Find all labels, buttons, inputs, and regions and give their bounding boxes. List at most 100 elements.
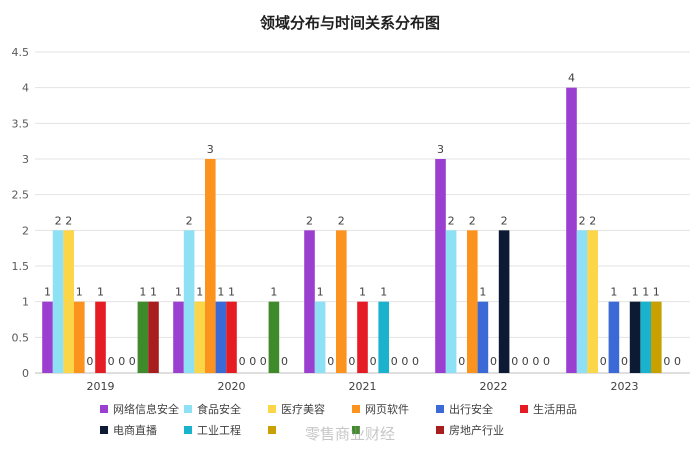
y-tick-label: 2.5: [12, 189, 30, 202]
legend-label: 生活用品: [533, 402, 577, 416]
bar: [52, 230, 64, 373]
bar: [445, 230, 457, 373]
y-tick-label: 0: [22, 367, 29, 380]
bar: [304, 230, 315, 373]
data-label: 0: [281, 355, 288, 368]
bar: [640, 301, 651, 373]
y-axis-ticks: 0 0.5 1 1.5 2 2.5 3 3.5 4 4.5: [12, 46, 30, 380]
bar: [173, 301, 184, 373]
y-tick-label: 4: [22, 82, 29, 95]
bar: [576, 230, 588, 373]
data-label: 0: [621, 355, 628, 368]
data-label: 0: [412, 355, 419, 368]
data-label: 2: [338, 214, 345, 227]
data-label: 0: [458, 355, 465, 368]
bar: [74, 301, 85, 373]
x-category-label: 2020: [218, 380, 246, 393]
data-label: 0: [490, 355, 497, 368]
data-label: 1: [150, 286, 157, 299]
legend-label: 房地产行业: [449, 423, 504, 437]
y-tick-label: 2: [22, 224, 29, 237]
data-label: 1: [632, 286, 639, 299]
bar: [183, 230, 195, 373]
bar: [608, 301, 620, 373]
watermark: 零售商业财经: [305, 425, 395, 443]
data-label: 0: [600, 355, 607, 368]
data-label: 0: [543, 355, 550, 368]
bar: [566, 87, 577, 374]
data-label: 0: [674, 355, 681, 368]
x-category-label: 2022: [480, 380, 508, 393]
bar: [63, 230, 74, 373]
bar: [95, 301, 106, 373]
data-label: 0: [401, 355, 408, 368]
x-category-label: 2021: [349, 380, 377, 393]
y-tick-label: 1.5: [12, 260, 30, 273]
data-label: 3: [207, 143, 214, 156]
legend-swatch: [100, 426, 108, 434]
data-label: 2: [55, 214, 62, 227]
y-tick-label: 3.5: [12, 117, 30, 130]
data-label: 3: [437, 143, 444, 156]
data-label: 0: [86, 355, 93, 368]
legend-swatch: [268, 426, 276, 434]
data-label: 4: [568, 72, 575, 85]
data-label: 1: [653, 286, 660, 299]
legend-label: 网页软件: [365, 402, 409, 416]
y-tick-label: 1: [22, 296, 29, 309]
data-label: 0: [522, 355, 529, 368]
bar: [194, 301, 205, 373]
bar: [137, 301, 149, 373]
data-label: 1: [642, 286, 649, 299]
legend-swatch: [100, 405, 108, 413]
bar: [205, 159, 216, 373]
legend-swatch: [520, 405, 528, 413]
bar: [651, 301, 662, 373]
legend-swatch: [436, 426, 444, 434]
data-label: 1: [44, 286, 51, 299]
data-label: 2: [448, 214, 455, 227]
bar: [268, 301, 280, 373]
data-label: 2: [469, 214, 476, 227]
bars: [42, 87, 662, 374]
data-label: 1: [317, 286, 324, 299]
data-label: 2: [579, 214, 586, 227]
y-tick-label: 4.5: [12, 46, 30, 59]
data-label: 1: [479, 286, 486, 299]
data-label: 1: [97, 286, 104, 299]
data-label: 0: [370, 355, 377, 368]
x-category-label: 2023: [611, 380, 639, 393]
legend-swatch: [352, 405, 360, 413]
bar: [477, 301, 489, 373]
bar: [42, 301, 53, 373]
data-label: 0: [663, 355, 670, 368]
bar: [435, 159, 446, 373]
y-tick-label: 0.5: [12, 331, 30, 344]
data-label: 2: [65, 214, 72, 227]
bar: [467, 230, 478, 373]
bar: [148, 301, 159, 373]
legend-swatch: [184, 405, 192, 413]
data-label: 1: [175, 286, 182, 299]
data-label: 1: [217, 286, 224, 299]
legend-label: 电商直播: [113, 423, 157, 437]
legend-label: 食品安全: [197, 402, 241, 416]
data-label: 1: [76, 286, 83, 299]
data-label: 0: [118, 355, 125, 368]
data-label: 0: [260, 355, 267, 368]
bar: [314, 301, 326, 373]
x-category-label: 2019: [87, 380, 115, 393]
x-axis-categories: 2019 2020 2021 2022 2023: [87, 380, 639, 393]
data-label: 0: [327, 355, 334, 368]
bar: [629, 301, 641, 373]
data-label: 1: [270, 286, 277, 299]
legend-swatch: [436, 405, 444, 413]
data-label: 1: [359, 286, 366, 299]
legend-label: 工业工程: [197, 424, 241, 437]
legend-label: 网络信息安全: [113, 402, 179, 416]
data-label: 2: [186, 214, 193, 227]
bar: [378, 301, 389, 373]
data-label: 1: [228, 286, 235, 299]
